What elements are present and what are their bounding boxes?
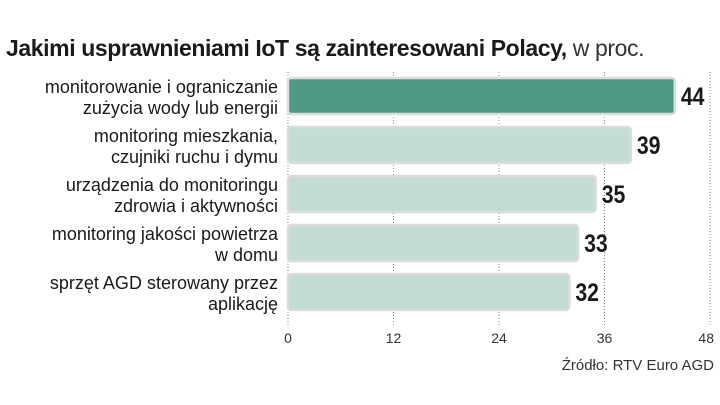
category-label-line: monitorowanie i ograniczanie <box>45 77 278 97</box>
x-tick-label-1: 12 <box>386 330 402 346</box>
category-label-line: czujniki ruchu i dymu <box>111 147 278 167</box>
value-label-0: 44 <box>681 82 705 110</box>
value-label-4: 32 <box>575 278 599 306</box>
chart-unit: w proc. <box>566 35 645 61</box>
category-label-4: sprzęt AGD sterowany przez aplikację <box>50 273 278 314</box>
source-note: Źródło: RTV Euro AGD <box>561 357 714 374</box>
category-label-3: monitoring jakości powietrza w domu <box>52 224 279 265</box>
bar-4 <box>286 272 571 312</box>
category-label-line: w domu <box>214 245 278 265</box>
bar-2 <box>286 174 597 214</box>
bar-0 <box>286 76 677 116</box>
x-tick-label-3: 36 <box>597 330 613 346</box>
chart-title: Jakimi usprawnieniami IoT są zainteresow… <box>6 34 645 62</box>
x-tick-label-0: 0 <box>284 330 292 346</box>
category-label-line: monitoring mieszkania, <box>94 126 278 146</box>
x-tick-label-2: 24 <box>491 330 507 346</box>
category-label-0: monitorowanie i ograniczanie zużycia wody… <box>45 77 278 118</box>
bar-3 <box>286 223 580 263</box>
x-tick-label-4: 48 <box>698 330 714 346</box>
category-label-line: monitoring jakości powietrza <box>52 224 279 244</box>
category-label-line: aplikację <box>208 294 278 314</box>
value-label-2: 35 <box>602 180 626 208</box>
value-label-3: 33 <box>584 229 608 257</box>
category-label-line: urządzenia do monitoringu <box>66 175 278 195</box>
value-label-1: 39 <box>637 131 661 159</box>
category-label-1: monitoring mieszkania, czujniki ruchu i d… <box>94 126 278 167</box>
chart-title-text: Jakimi usprawnieniami IoT są zainteresow… <box>6 35 567 61</box>
category-label-line: zdrowia i aktywności <box>114 196 278 216</box>
bar-1 <box>286 125 633 165</box>
category-label-line: sprzęt AGD sterowany przez <box>50 273 278 293</box>
category-label-line: zużycia wody lub energii <box>83 98 278 118</box>
category-label-2: urządzenia do monitoringu zdrowia i aktyw… <box>66 175 278 216</box>
